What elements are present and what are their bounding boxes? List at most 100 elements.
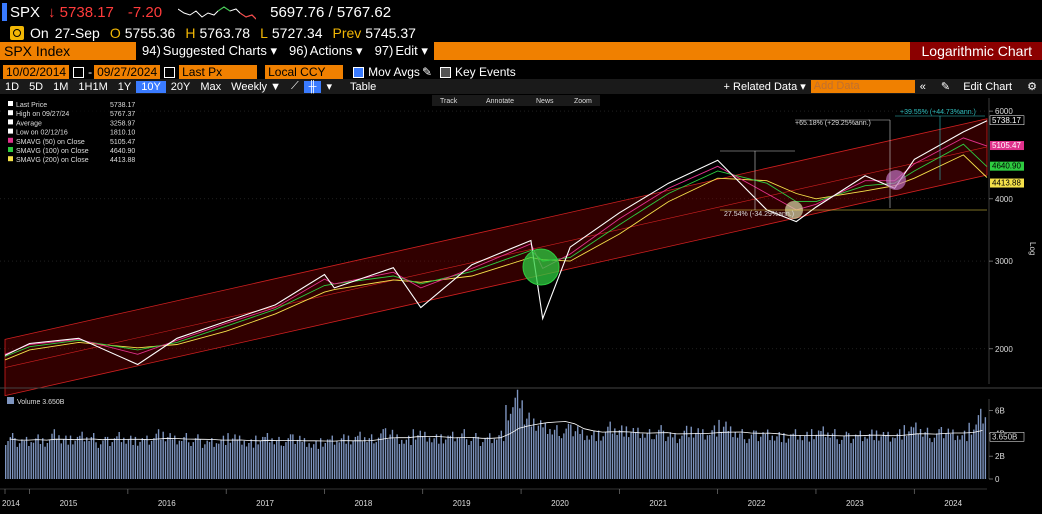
start-date-field[interactable]: 10/02/2014 (3, 65, 70, 79)
y-tick-label: 4000 (995, 195, 1013, 204)
volume-bar (634, 432, 637, 479)
volume-bar (614, 428, 616, 479)
volume-bar (185, 433, 188, 479)
legend-value: 3258.97 (110, 120, 135, 127)
volume-bar (88, 441, 90, 479)
edit-menu[interactable]: 97) Edit ▾ (369, 43, 434, 59)
volume-bar (648, 429, 651, 479)
volume-bar (225, 445, 227, 479)
volume-bar (829, 437, 831, 479)
period-1d[interactable]: 1D (5, 80, 20, 93)
suggested-charts-menu[interactable]: 94) Suggested Charts ▾ (136, 43, 283, 59)
field-select[interactable]: Last Px (179, 65, 258, 79)
end-date-field[interactable]: 09/27/2024 (94, 65, 161, 79)
volume-bar (213, 446, 215, 479)
volume-bar (787, 438, 790, 479)
volume-bar (597, 430, 600, 479)
volume-bar (329, 439, 331, 479)
volume-bar (579, 434, 581, 479)
volume-bar (630, 432, 632, 479)
volume-bar (926, 427, 929, 479)
period-1y[interactable]: 1Y (117, 80, 132, 93)
volume-bar (55, 439, 58, 479)
measure-annotation-2[interactable]: +65.18% (+29.25%ann.) (795, 119, 891, 208)
bar-chart-icon[interactable]: ╫ (303, 80, 322, 93)
related-data-menu[interactable]: + Related Data ▾ (723, 81, 806, 93)
volume-bar (143, 439, 146, 479)
volume-bar (426, 441, 428, 479)
period-10y[interactable]: 10Y (136, 80, 166, 93)
legend-value: 5738.17 (110, 102, 135, 109)
tool-track[interactable]: Track (440, 98, 458, 105)
currency-select[interactable]: Local CCY (265, 65, 344, 79)
volume-bar (977, 415, 980, 479)
chart-style-dropdown-icon[interactable]: ▾ (326, 81, 332, 93)
low-label: L (260, 25, 268, 41)
calendar-icon[interactable] (73, 66, 85, 78)
period-1h1m[interactable]: 1H1M (78, 80, 108, 93)
volume-bar (945, 433, 947, 479)
covid-low-marker[interactable] (522, 248, 560, 286)
volume-bar (146, 435, 148, 479)
actions-menu[interactable]: 96) Actions ▾ (283, 43, 369, 59)
volume-bar (595, 441, 597, 479)
period-20y[interactable]: 20Y (170, 80, 191, 93)
tool-zoom[interactable]: Zoom (574, 98, 592, 105)
volume-bar (885, 436, 887, 479)
volume-bar (18, 443, 21, 479)
measure-annotation-3[interactable]: +39.55% (+44.73%ann.) (895, 109, 985, 180)
volume-bar (739, 433, 741, 479)
volume-bar (760, 436, 762, 479)
volume-bar (139, 441, 141, 479)
volume-bar (465, 439, 468, 479)
volume-bar (785, 442, 787, 479)
edit-chart-button[interactable]: ✎ Edit Chart (931, 80, 1022, 93)
volume-bar (93, 433, 95, 479)
volume-bar (489, 433, 491, 479)
add-data-input[interactable]: Add Data (810, 80, 915, 93)
volume-bar (324, 443, 326, 479)
table-button[interactable]: Table (350, 80, 377, 93)
volume-bar (116, 436, 118, 479)
volume-bar (896, 433, 899, 479)
ticker-symbol[interactable]: SPX (10, 3, 41, 21)
volume-bar (447, 435, 449, 479)
period-max[interactable]: Max (200, 80, 222, 93)
volume-bar (933, 437, 936, 479)
volume-bar (171, 439, 174, 479)
ohlc-bar: On 27-Sep O 5755.36 H 5763.78 L 5727.34 … (0, 24, 1042, 42)
period-1m[interactable]: 1M (53, 80, 69, 93)
volume-legend: Volume 3.650B (7, 397, 65, 406)
key-events-checkbox[interactable] (440, 66, 451, 78)
volume-bar (461, 433, 463, 479)
mov-avgs-checkbox[interactable] (353, 66, 365, 78)
gear-icon[interactable]: ⚙ (1027, 81, 1037, 93)
calendar-icon[interactable] (164, 66, 176, 78)
x-tick-label: 2019 (453, 499, 471, 508)
security-field[interactable]: SPX Index (4, 43, 71, 59)
volume-bar (836, 439, 838, 479)
volume-bar (868, 434, 871, 479)
volume-bar (766, 429, 769, 479)
volume-bar (396, 434, 398, 479)
tool-annotate[interactable]: Annotate (486, 98, 514, 105)
price-chart[interactable]: 27.54% (-34.29%ann.) +65.18% (+29.25%ann… (0, 94, 1042, 514)
volume-bar (361, 441, 364, 479)
volume-bar (16, 446, 18, 479)
legend-swatch (8, 119, 13, 125)
pencil-icon[interactable]: ✎ (421, 65, 432, 79)
tool-news[interactable]: News (536, 98, 554, 105)
period-5d[interactable]: 5D (29, 80, 44, 93)
volume-bar (359, 431, 361, 479)
volume-bar (797, 439, 799, 479)
volume-bar (889, 441, 892, 479)
correction-low-marker[interactable] (886, 170, 906, 190)
volume-bar (509, 413, 512, 479)
y-tick-label: 3000 (995, 257, 1013, 266)
line-chart-icon[interactable]: ⟋ (290, 80, 299, 92)
collapse-icon[interactable]: « (919, 80, 926, 93)
measure-annotation-1[interactable]: 27.54% (-34.29%ann.) (720, 150, 987, 218)
frequency-select[interactable]: Weekly ▼ (231, 80, 281, 93)
high-label: H (185, 25, 196, 41)
price-axis: 2000 3000 4000 6000 (988, 98, 1013, 384)
